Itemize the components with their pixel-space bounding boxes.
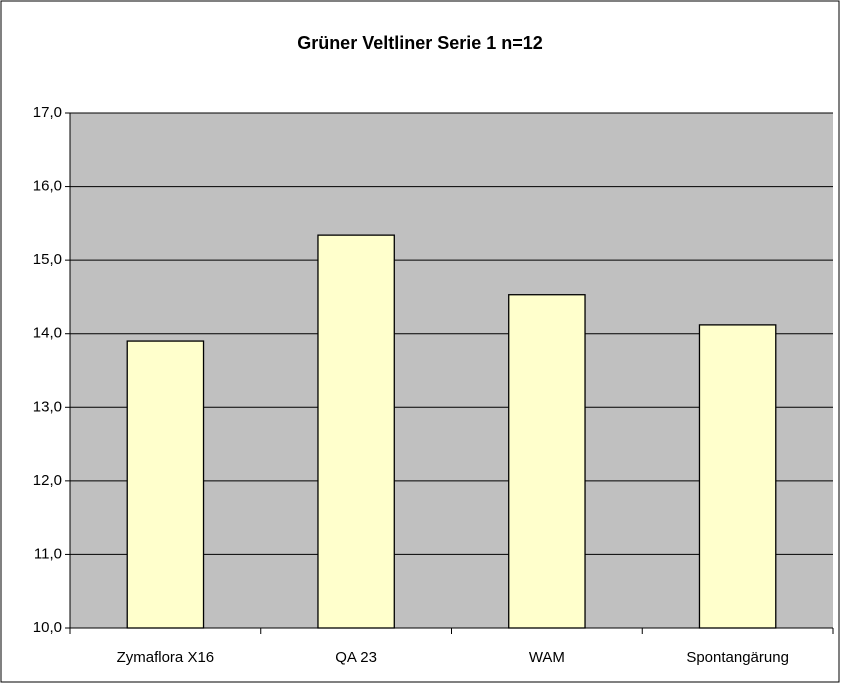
bar — [126, 340, 205, 629]
x-tick-label: Spontangärung — [686, 649, 789, 666]
bar — [698, 324, 777, 629]
y-tick-label: 17,0 — [33, 104, 62, 121]
y-tick-label: 14,0 — [33, 325, 62, 342]
y-tick-label: 15,0 — [33, 251, 62, 268]
bar — [317, 234, 395, 629]
y-tick-label: 10,0 — [33, 619, 62, 636]
y-tick-label: 13,0 — [33, 398, 62, 415]
y-tick-label: 16,0 — [33, 178, 62, 195]
x-tick-label: Zymaflora X16 — [117, 649, 215, 666]
y-tick-label: 11,0 — [34, 545, 62, 562]
chart-title: Grüner Veltliner Serie 1 n=12 — [297, 33, 543, 53]
y-tick-label: 12,0 — [33, 472, 62, 489]
x-tick-label: QA 23 — [335, 649, 377, 666]
bar — [508, 294, 586, 629]
x-tick-label: WAM — [529, 649, 565, 666]
